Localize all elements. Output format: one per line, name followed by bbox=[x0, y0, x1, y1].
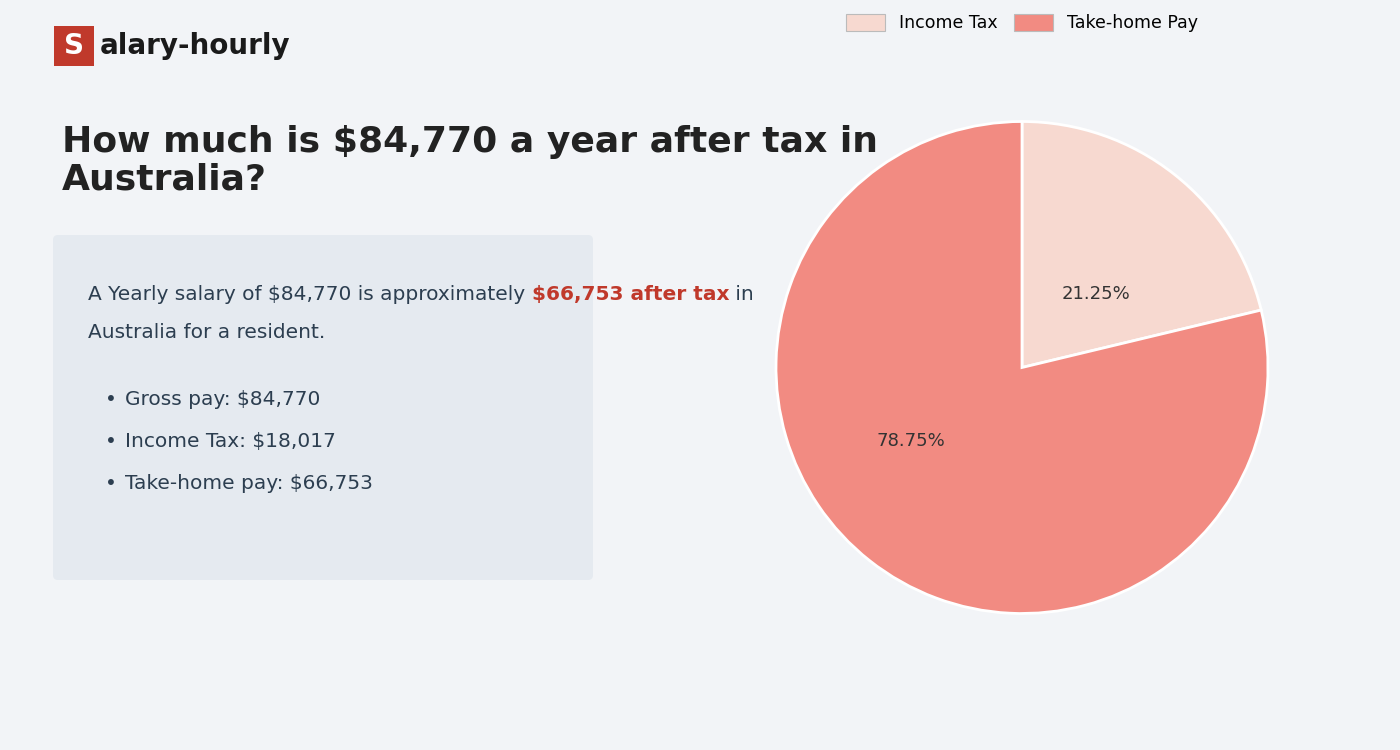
Text: •: • bbox=[105, 474, 116, 493]
Text: Australia for a resident.: Australia for a resident. bbox=[88, 323, 325, 342]
Text: A Yearly salary of $84,770 is approximately: A Yearly salary of $84,770 is approximat… bbox=[88, 285, 532, 304]
Text: •: • bbox=[105, 432, 116, 451]
Text: S: S bbox=[64, 32, 84, 60]
Text: Take-home pay: $66,753: Take-home pay: $66,753 bbox=[125, 474, 372, 493]
Text: •: • bbox=[105, 390, 116, 409]
Text: in: in bbox=[729, 285, 753, 304]
Text: Gross pay: $84,770: Gross pay: $84,770 bbox=[125, 390, 321, 409]
Text: Income Tax: $18,017: Income Tax: $18,017 bbox=[125, 432, 336, 451]
Text: alary-hourly: alary-hourly bbox=[99, 32, 291, 60]
FancyBboxPatch shape bbox=[55, 26, 94, 66]
Wedge shape bbox=[776, 122, 1268, 614]
FancyBboxPatch shape bbox=[53, 235, 594, 580]
Legend: Income Tax, Take-home Pay: Income Tax, Take-home Pay bbox=[840, 8, 1204, 39]
Wedge shape bbox=[1022, 122, 1261, 368]
Text: How much is $84,770 a year after tax in: How much is $84,770 a year after tax in bbox=[62, 125, 878, 159]
Text: Australia?: Australia? bbox=[62, 162, 267, 196]
Text: 21.25%: 21.25% bbox=[1061, 285, 1130, 303]
Text: $66,753 after tax: $66,753 after tax bbox=[532, 285, 729, 304]
Text: 78.75%: 78.75% bbox=[876, 432, 945, 450]
